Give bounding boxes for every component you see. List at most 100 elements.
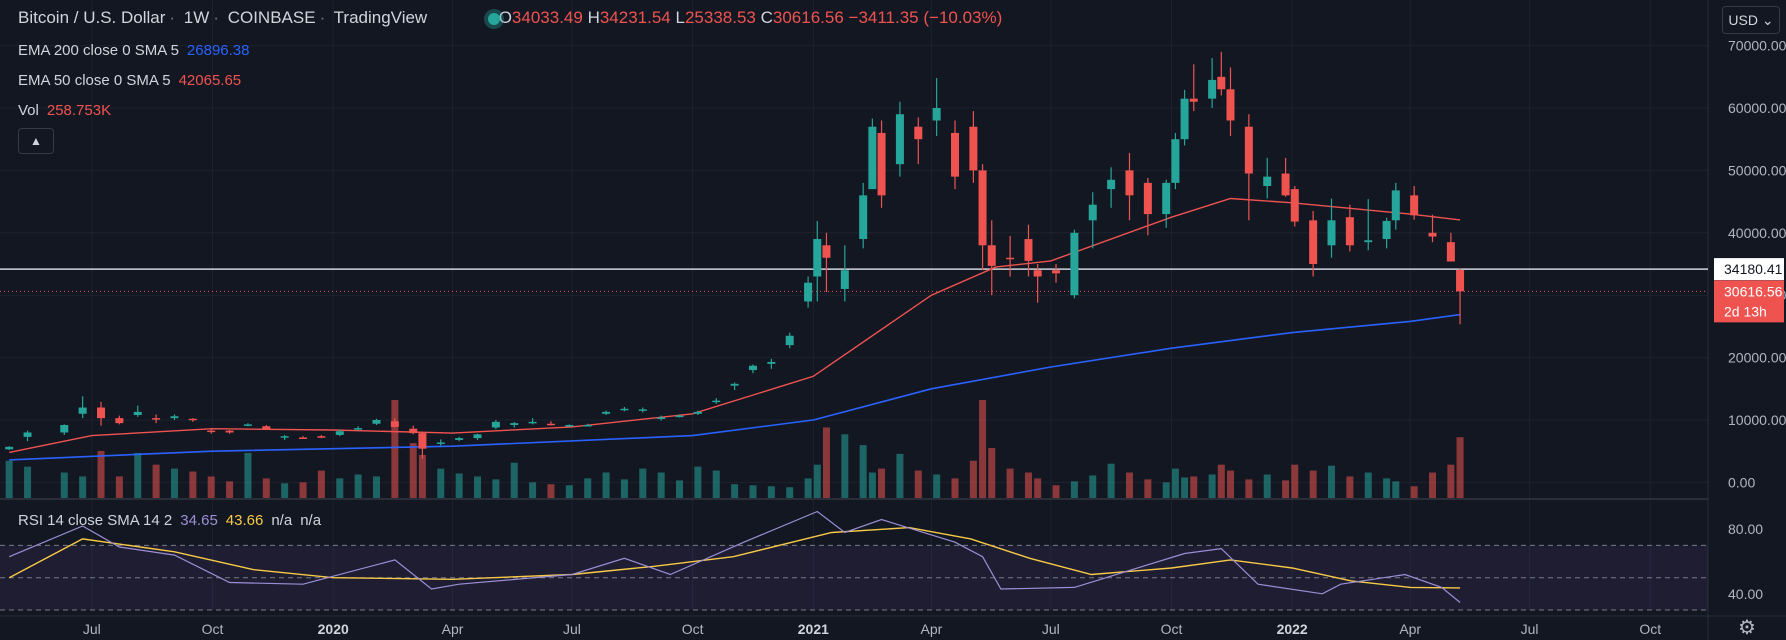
candle-body — [868, 126, 877, 190]
close-value: 30616.56 — [772, 8, 844, 27]
candle-body — [767, 361, 776, 364]
candle-body — [1290, 189, 1299, 222]
candle-body — [1391, 190, 1400, 221]
volume-bar — [1410, 486, 1418, 498]
volume-bar — [474, 476, 482, 498]
x-tick-label: Oct — [682, 621, 704, 637]
candle-body — [1125, 170, 1134, 196]
ema50-value: 42065.65 — [178, 72, 242, 89]
candle-body — [1263, 176, 1272, 186]
x-tick-label: Apr — [920, 621, 942, 637]
volume-bar — [189, 471, 197, 498]
volume-bar — [841, 434, 849, 498]
level-price-tag — [1714, 258, 1784, 281]
volume-bar — [1364, 472, 1372, 498]
candle-body — [1088, 204, 1097, 221]
candle-body — [243, 424, 252, 426]
rsi-tick-label: 80.00 — [1728, 521, 1763, 537]
volume-bar — [409, 443, 417, 498]
volume-bar — [244, 452, 252, 498]
candle-body — [546, 423, 555, 426]
candle-body — [712, 400, 721, 403]
low-value: 25338.53 — [684, 8, 756, 27]
volume-bar — [1162, 482, 1170, 498]
legend-rsi[interactable]: RSI 14 close SMA 14 2 34.65 43.66 n/a n/a — [18, 512, 321, 529]
candle-body — [978, 170, 987, 246]
candle-body — [1446, 242, 1455, 262]
rsi-sma-line — [8, 526, 1461, 589]
high-label: H — [587, 8, 600, 27]
volume-bar — [639, 468, 647, 498]
currency-selector[interactable]: USD ⌄ — [1722, 6, 1780, 34]
volume-bar — [492, 479, 500, 498]
volume-bar — [1383, 478, 1391, 498]
volume-bar — [336, 478, 344, 498]
candle-body — [409, 428, 418, 434]
volume-bar — [804, 478, 812, 498]
legend-ema50[interactable]: EMA 50 close 0 SMA 5 42065.65 — [18, 72, 241, 89]
volume-bar — [510, 462, 518, 498]
rsi-sma-value: 43.66 — [225, 512, 264, 529]
volume-bar — [79, 476, 87, 498]
volume-bar — [1034, 478, 1042, 498]
vol-value: 258.753K — [46, 102, 112, 119]
volume-bar — [1107, 463, 1115, 498]
x-tick-label: Oct — [1161, 621, 1183, 637]
candle-body — [969, 126, 978, 171]
chevron-up-icon[interactable]: ▲ — [18, 128, 54, 154]
rsi-line — [8, 510, 1461, 603]
candle-body — [730, 383, 739, 386]
volume-bar — [1328, 465, 1336, 498]
candle-body — [877, 132, 886, 196]
candle-body — [335, 431, 344, 435]
candle-body — [987, 245, 996, 266]
market-status-icon[interactable] — [488, 13, 500, 25]
y-tick-label: 40000.00 — [1728, 225, 1786, 241]
candle-body — [565, 424, 574, 427]
countdown-label: 2d 13h — [1724, 303, 1767, 319]
candle-body — [693, 411, 702, 414]
volume-bar — [134, 452, 142, 498]
x-tick-label: Jul — [563, 621, 581, 637]
candle-body — [491, 421, 500, 428]
ema200-line — [9, 313, 1461, 461]
candle-body — [785, 335, 794, 346]
x-tick-label: 2020 — [318, 621, 349, 637]
ema50-line — [9, 197, 1461, 454]
y-tick-label: 60000.00 — [1728, 100, 1786, 116]
volume-bar — [354, 474, 362, 498]
candle-body — [1364, 240, 1373, 243]
candle-body — [1033, 270, 1042, 277]
open-value: 34033.49 — [511, 8, 583, 27]
volume-bar — [1208, 474, 1216, 498]
chevron-down-icon: ⌄ — [1761, 12, 1774, 28]
candle-body — [115, 418, 124, 424]
candle-body — [895, 114, 904, 165]
candle-body — [133, 411, 142, 416]
candle-body — [914, 126, 923, 140]
symbol-name[interactable]: Bitcoin / U.S. Dollar — [18, 8, 166, 27]
candle-body — [188, 418, 197, 421]
volume-bar — [1245, 479, 1253, 498]
candle-body — [583, 424, 592, 427]
volume-bar — [951, 478, 959, 498]
gear-icon[interactable]: ⚙ — [1738, 617, 1756, 639]
candle-body — [1456, 270, 1465, 292]
legend-ema200[interactable]: EMA 200 close 0 SMA 5 26896.38 — [18, 42, 250, 59]
last-price-label: 30616.56 — [1724, 283, 1783, 299]
candle-body — [1382, 220, 1391, 240]
candle-body — [1244, 126, 1253, 174]
volume-bar — [602, 472, 610, 498]
interval[interactable]: 1W — [183, 8, 210, 27]
candle-body — [1217, 76, 1226, 90]
candle-body — [1208, 79, 1217, 99]
candle-body — [60, 424, 69, 433]
volume-bar — [868, 472, 876, 498]
volume-bar — [859, 445, 867, 498]
volume-bar — [620, 479, 628, 498]
volume-bar — [1171, 468, 1179, 498]
legend-volume[interactable]: Vol 258.753K — [18, 102, 111, 119]
candle-body — [1180, 98, 1189, 140]
